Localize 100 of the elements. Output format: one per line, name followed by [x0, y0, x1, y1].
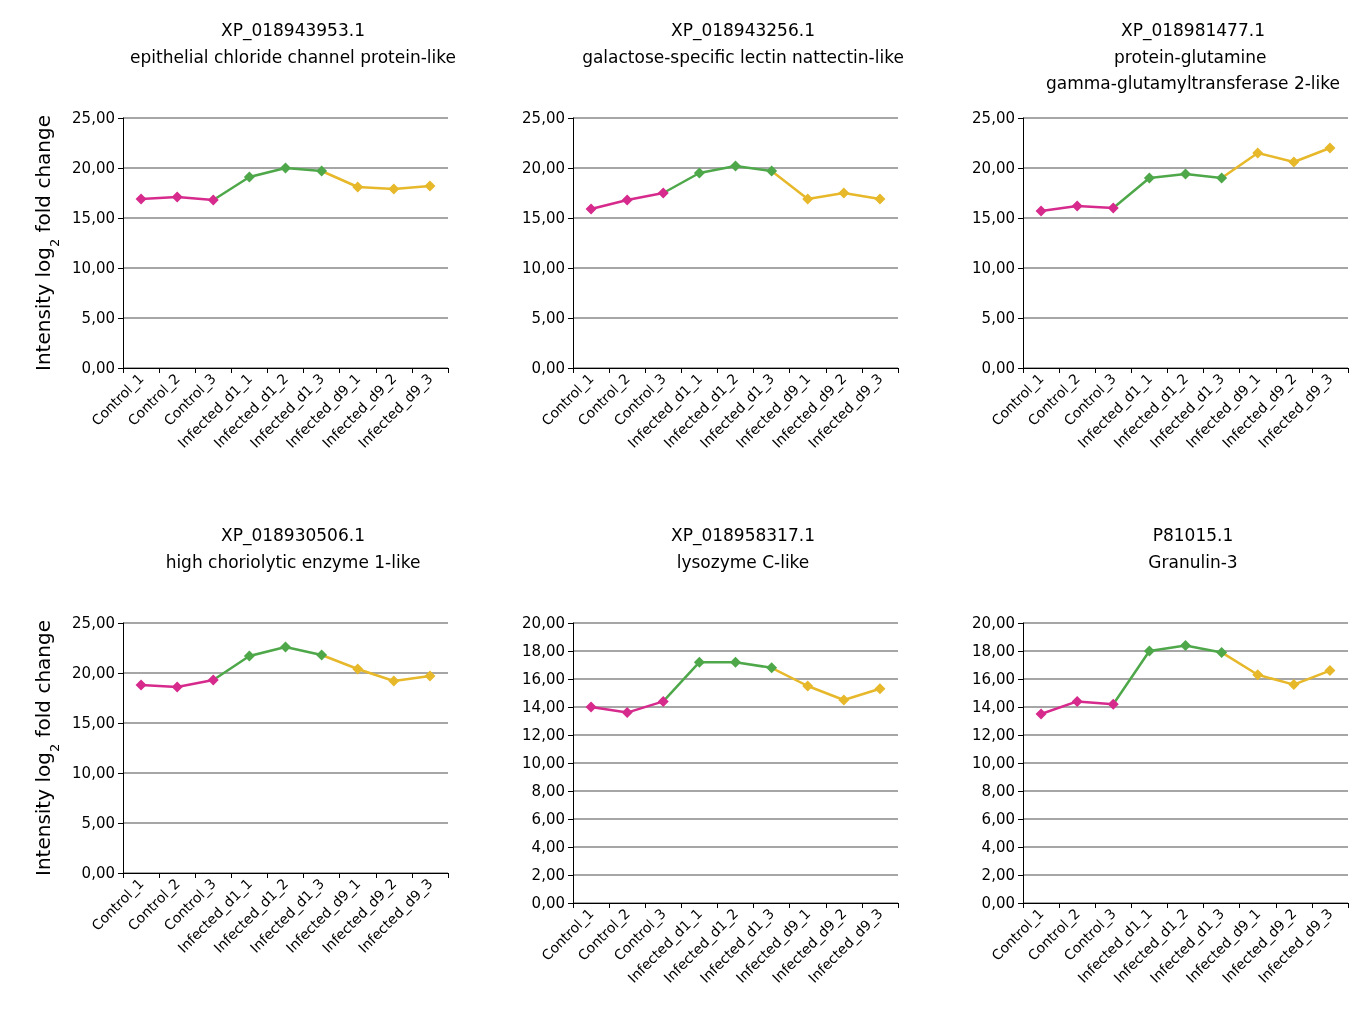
chart-subtitle: high choriolytic enzyme 1-like — [165, 552, 421, 572]
point — [316, 649, 328, 661]
y-tick-label: 0,00 — [81, 864, 115, 882]
point — [280, 641, 291, 653]
chart-subtitle: lysozyme C-like — [676, 552, 810, 572]
point — [135, 193, 147, 205]
point — [621, 707, 633, 719]
point — [1035, 205, 1047, 217]
point — [316, 165, 328, 177]
chart-title: XP_018958317.1 — [671, 524, 815, 546]
point — [693, 167, 705, 179]
point — [730, 160, 741, 172]
point — [171, 681, 183, 693]
point — [280, 162, 291, 174]
y-tick-label: 20,00 — [972, 614, 1015, 632]
y-tick-label: 25,00 — [72, 614, 115, 632]
y-tick-label: 25,00 — [522, 109, 565, 127]
y-tick-label: 18,00 — [522, 642, 565, 660]
point — [1180, 639, 1191, 651]
point — [135, 679, 147, 691]
point — [1216, 172, 1228, 184]
chart-title: XP_018930506.1 — [221, 524, 365, 546]
y-tick-label: 15,00 — [972, 209, 1015, 227]
y-tick-label: 8,00 — [531, 782, 565, 800]
chart-subtitle: galactose-specific lectin nattectin-like — [582, 47, 904, 67]
y-tick-label: 0,00 — [531, 894, 565, 912]
y-tick-label: 20,00 — [972, 159, 1015, 177]
chart-title: XP_018943953.1 — [221, 19, 365, 41]
y-tick-label: 20,00 — [522, 614, 565, 632]
y-tick-label: 10,00 — [522, 259, 565, 277]
point — [1071, 695, 1083, 707]
y-tick-label: 0,00 — [531, 359, 565, 377]
y-tick-label: 12,00 — [522, 726, 565, 744]
point — [1107, 698, 1119, 710]
y-tick-label: 10,00 — [522, 754, 565, 772]
y-tick-label: 2,00 — [531, 866, 565, 884]
y-tick-label: 15,00 — [72, 714, 115, 732]
point — [1252, 669, 1264, 681]
y-axis-title: Intensity log2 fold change — [31, 114, 62, 372]
point — [352, 663, 364, 675]
y-axis-title: Intensity log2 fold change — [31, 619, 62, 877]
y-tick-label: 10,00 — [972, 754, 1015, 772]
y-tick-label: 12,00 — [972, 726, 1015, 744]
point — [730, 656, 741, 668]
y-tick-label: 10,00 — [72, 764, 115, 782]
y-tick-label: 0,00 — [981, 359, 1015, 377]
y-tick-label: 5,00 — [981, 309, 1015, 327]
point — [207, 194, 219, 206]
y-tick-label: 14,00 — [972, 698, 1015, 716]
chart-title: XP_018981477.1 — [1121, 19, 1265, 41]
point — [1324, 142, 1336, 154]
chart-title: P81015.1 — [1152, 524, 1234, 545]
point — [766, 662, 778, 674]
y-tick-label: 8,00 — [981, 782, 1015, 800]
y-tick-label: 15,00 — [522, 209, 565, 227]
point — [1071, 200, 1083, 212]
point — [585, 203, 597, 215]
y-tick-label: 14,00 — [522, 698, 565, 716]
chart-subtitle: epithelial chloride channel protein-like — [130, 47, 456, 67]
point — [424, 180, 436, 192]
chart-title: XP_018943256.1 — [671, 19, 815, 41]
chart-subtitle: Granulin-3 — [1148, 552, 1238, 572]
point — [838, 187, 850, 199]
y-tick-label: 4,00 — [531, 838, 565, 856]
point — [802, 193, 814, 205]
point — [693, 656, 705, 668]
point — [802, 680, 814, 692]
point — [874, 193, 886, 205]
y-tick-label: 10,00 — [72, 259, 115, 277]
y-tick-label: 0,00 — [981, 894, 1015, 912]
y-tick-label: 15,00 — [72, 209, 115, 227]
point — [388, 183, 400, 195]
point — [207, 674, 219, 686]
y-tick-label: 16,00 — [972, 670, 1015, 688]
y-tick-label: 5,00 — [531, 309, 565, 327]
point — [1252, 147, 1264, 159]
point — [621, 194, 633, 206]
y-tick-label: 6,00 — [981, 810, 1015, 828]
y-tick-label: 20,00 — [522, 159, 565, 177]
point — [243, 171, 255, 183]
point — [874, 683, 886, 695]
point — [1288, 156, 1300, 168]
y-tick-label: 0,00 — [81, 359, 115, 377]
point — [388, 675, 400, 687]
y-tick-label: 2,00 — [981, 866, 1015, 884]
point — [1143, 645, 1155, 657]
point — [1035, 708, 1047, 720]
y-tick-label: 20,00 — [72, 159, 115, 177]
point — [1288, 679, 1300, 691]
y-tick-label: 25,00 — [72, 109, 115, 127]
y-tick-label: 6,00 — [531, 810, 565, 828]
point — [766, 165, 778, 177]
y-tick-label: 4,00 — [981, 838, 1015, 856]
y-tick-label: 5,00 — [81, 814, 115, 832]
y-tick-label: 16,00 — [522, 670, 565, 688]
chart-subtitle: protein-glutamine gamma-glutamyltransferase 2-like — [1046, 47, 1340, 93]
point — [1143, 172, 1155, 184]
point — [657, 187, 669, 199]
point — [243, 650, 255, 662]
point — [657, 695, 669, 707]
